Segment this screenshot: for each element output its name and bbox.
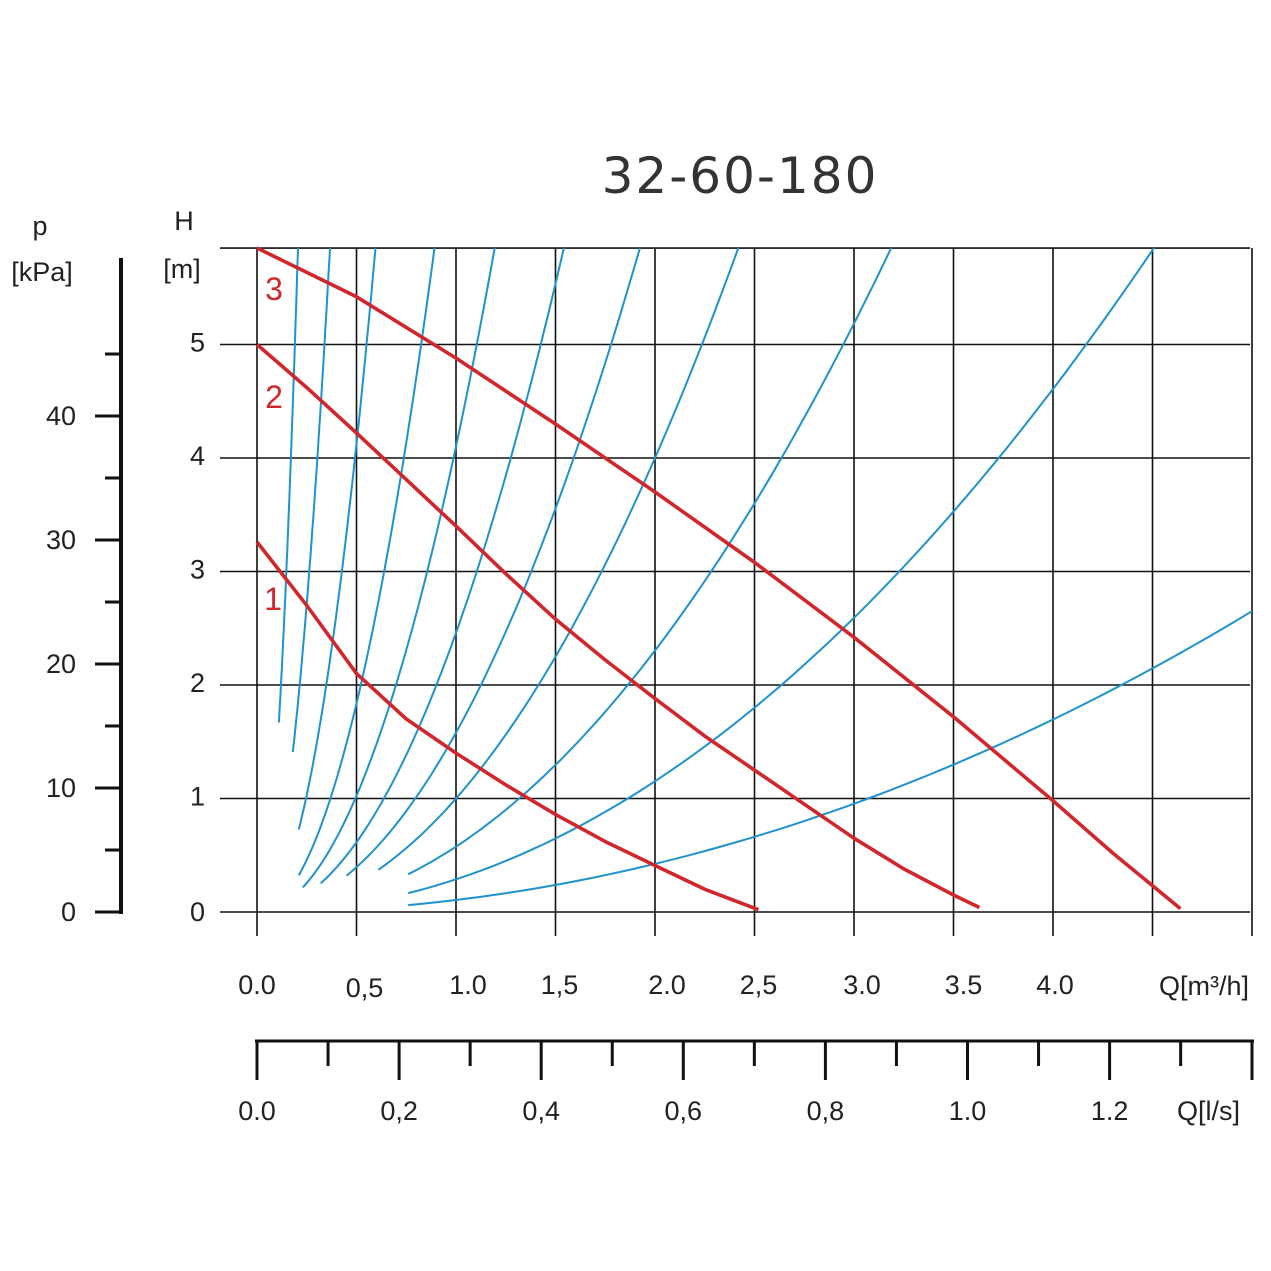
- y-tick-label: 2: [190, 668, 205, 698]
- system-curve: [408, 610, 1253, 907]
- y-tick-label: 4: [190, 441, 205, 471]
- system-curve: [407, 247, 1155, 895]
- pump-curves: 1 2 3: [255, 246, 1182, 912]
- y-tick-label: 1: [190, 782, 205, 812]
- x-tick-label: 0.0: [238, 970, 276, 1000]
- p-tick-label: 30: [46, 525, 76, 555]
- system-curve: [302, 247, 496, 889]
- y-tick-label: 5: [190, 328, 205, 358]
- p-axis-label: p: [32, 211, 47, 241]
- p-tick-label: 40: [46, 401, 76, 431]
- p-tick-label: 20: [46, 649, 76, 679]
- pump-curve-2: [255, 343, 981, 910]
- ls-axis: 0.0 0,2 0,4 0,6 0,8 1.0 1.2: [238, 1039, 1254, 1126]
- ls-tick-label: 0,6: [665, 1096, 703, 1126]
- p-axis-unit: [kPa]: [11, 257, 73, 287]
- h-axis-label: H: [174, 206, 194, 236]
- y-axis-ticks: 0 1 2 3 4 5: [190, 328, 205, 928]
- x-axis-label-m3h: Q[m³/h]: [1159, 971, 1249, 1001]
- x-tick-label: 0,5: [346, 973, 384, 1003]
- x-tick-label: 4.0: [1036, 970, 1074, 1000]
- pump-curve-1: [255, 540, 760, 912]
- ls-tick-label: 1.0: [949, 1096, 987, 1126]
- system-curve: [277, 247, 299, 723]
- system-curve: [320, 247, 565, 885]
- ls-tick-label: 0,4: [522, 1096, 560, 1126]
- ls-tick-label: 0.0: [238, 1096, 276, 1126]
- x-tick-label: 1,5: [541, 970, 579, 1000]
- system-curve: [345, 247, 641, 877]
- y-tick-label: 3: [190, 555, 205, 585]
- x-tick-label: 3.5: [945, 970, 983, 1000]
- x-axis-ticks: 0.0 0,5 1.0 1,5 2.0 2,5 3.0 3.5 4.0: [238, 970, 1074, 1003]
- x-tick-label: 2.0: [648, 970, 686, 1000]
- p-tick-label: 0: [61, 897, 76, 927]
- curve-label-1: 1: [264, 581, 282, 617]
- system-curves: [277, 247, 1253, 907]
- x-tick-label: 1.0: [449, 970, 487, 1000]
- system-curve: [291, 247, 331, 753]
- h-axis-unit: [m]: [163, 254, 201, 284]
- ls-tick-label: 1.2: [1091, 1096, 1129, 1126]
- plot-grid: [220, 247, 1253, 936]
- x-axis-label-ls: Q[l/s]: [1177, 1096, 1240, 1126]
- x-tick-label: 3.0: [843, 970, 881, 1000]
- ls-tick-label: 0,2: [380, 1096, 418, 1126]
- system-curve: [407, 247, 893, 876]
- system-curve: [297, 247, 377, 830]
- x-tick-label: 2,5: [740, 970, 778, 1000]
- chart-title: 32-60-180: [602, 147, 879, 205]
- p-axis: 0 10 20 30 40: [46, 258, 123, 927]
- p-tick-label: 10: [46, 773, 76, 803]
- pump-curve-3: [256, 246, 1182, 910]
- ls-tick-label: 0,8: [807, 1096, 845, 1126]
- y-tick-label: 0: [190, 897, 205, 927]
- system-curve: [377, 247, 740, 871]
- system-curve: [297, 247, 436, 876]
- curve-label-2: 2: [265, 379, 283, 415]
- curve-label-3: 3: [265, 271, 283, 307]
